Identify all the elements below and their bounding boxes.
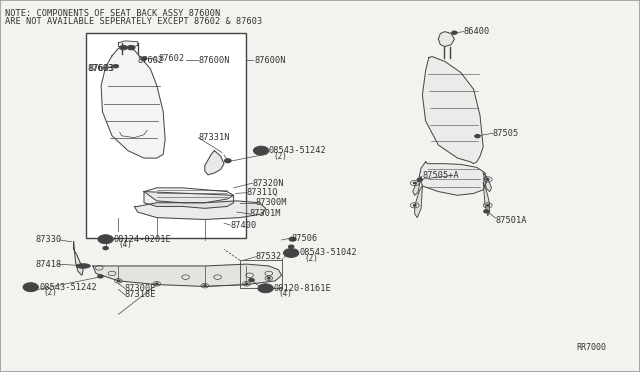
Circle shape [141,57,147,60]
Text: 87301M: 87301M [250,209,281,218]
Text: (2): (2) [273,152,287,161]
Text: 87418: 87418 [35,260,61,269]
Text: B: B [103,236,108,242]
Circle shape [413,182,416,184]
Text: 87506: 87506 [291,234,317,243]
Circle shape [484,210,489,213]
Polygon shape [101,46,165,158]
Text: (4): (4) [118,240,132,249]
Text: 87532: 87532 [256,252,282,261]
Circle shape [98,275,103,278]
Polygon shape [74,242,83,275]
Polygon shape [415,186,422,218]
Text: (4): (4) [278,289,292,298]
Polygon shape [205,151,224,175]
Text: S: S [28,284,33,290]
Text: 87600N: 87600N [198,56,230,65]
Text: 87602: 87602 [159,54,185,63]
Text: 87501A: 87501A [496,216,527,225]
Text: 87505+A: 87505+A [422,171,459,180]
Text: 87300E: 87300E [125,284,156,293]
Text: 08543-51242: 08543-51242 [269,146,326,155]
Circle shape [127,45,135,50]
Polygon shape [413,177,421,195]
Polygon shape [144,188,234,203]
Text: 87300M: 87300M [256,198,287,207]
Polygon shape [483,182,490,216]
Circle shape [452,31,457,34]
Text: 87311Q: 87311Q [246,188,278,197]
Circle shape [23,283,38,292]
Circle shape [113,65,118,68]
Polygon shape [483,173,492,192]
Polygon shape [438,32,454,46]
Circle shape [486,205,489,206]
Circle shape [98,235,113,244]
Polygon shape [93,264,282,286]
Text: NOTE: COMPONENTS OF SEAT BACK ASSY 87600N: NOTE: COMPONENTS OF SEAT BACK ASSY 87600… [5,9,220,18]
Text: 08543-51042: 08543-51042 [300,248,357,257]
Text: 87505: 87505 [493,129,519,138]
Circle shape [289,237,296,241]
Text: 87320N: 87320N [253,179,284,187]
Text: S: S [289,250,294,256]
Circle shape [225,159,231,163]
Text: (2): (2) [304,254,318,263]
Bar [86,33,246,238]
Polygon shape [134,201,266,219]
Text: 87603: 87603 [87,64,113,73]
Polygon shape [144,192,234,208]
Text: 87602: 87602 [138,56,164,65]
Circle shape [204,285,206,286]
Text: S: S [259,148,264,154]
Circle shape [289,245,294,248]
Text: RR7000: RR7000 [576,343,606,352]
Text: 87330: 87330 [35,235,61,244]
Text: 08124-0201E: 08124-0201E [114,235,172,244]
Text: 08543-51242: 08543-51242 [39,283,97,292]
Circle shape [156,283,158,285]
Circle shape [249,279,254,282]
Text: 86400: 86400 [464,27,490,36]
Circle shape [253,146,269,155]
Text: 87318E: 87318E [125,290,156,299]
Text: ARE NOT AVAILABLE SEPERATELY EXCEPT 87602 & 87603: ARE NOT AVAILABLE SEPERATELY EXCEPT 8760… [5,17,262,26]
Text: 87331N: 87331N [198,133,230,142]
Text: 87603: 87603 [88,64,115,73]
Circle shape [413,205,416,206]
Polygon shape [118,41,138,46]
Circle shape [120,45,127,50]
Polygon shape [419,162,486,195]
Circle shape [245,283,248,285]
Circle shape [417,178,422,181]
Text: 08120-8161E: 08120-8161E [274,284,332,293]
Text: 87600N: 87600N [254,56,285,65]
Polygon shape [422,57,483,164]
Circle shape [103,247,108,250]
Circle shape [258,284,273,293]
Text: B: B [263,285,268,291]
Circle shape [268,278,270,279]
Circle shape [475,135,480,138]
Text: 87400: 87400 [230,221,257,230]
Text: (2): (2) [44,288,58,297]
Bar [240,260,282,288]
Circle shape [486,179,489,180]
Ellipse shape [76,264,90,268]
Circle shape [284,248,299,257]
Circle shape [117,280,120,282]
